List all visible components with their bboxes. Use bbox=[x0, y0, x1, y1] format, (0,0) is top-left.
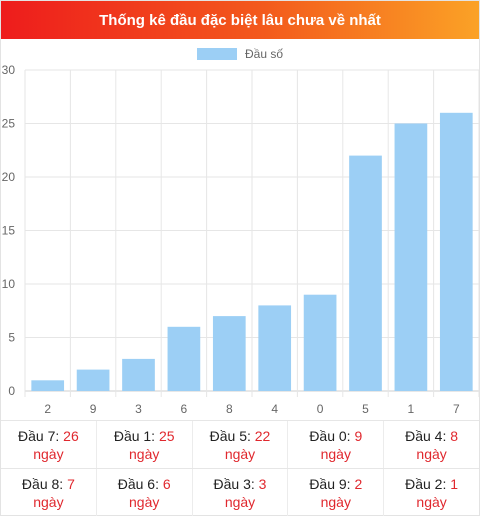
x-tick-label: 6 bbox=[181, 402, 188, 416]
legend-swatch bbox=[196, 48, 237, 60]
x-tick-label: 1 bbox=[408, 402, 415, 416]
stat-unit: ngày bbox=[416, 494, 447, 510]
stat-cell: Đầu 2: 1 ngày bbox=[384, 469, 479, 516]
stat-unit: ngày bbox=[320, 446, 351, 462]
y-tick-label: 30 bbox=[2, 63, 16, 77]
stat-value: 25 bbox=[158, 428, 175, 444]
stat-label: Đầu 4: bbox=[405, 428, 451, 444]
stat-cell: Đầu 4: 8 ngày bbox=[384, 421, 479, 468]
stat-value: 7 bbox=[67, 476, 75, 492]
stat-value: 2 bbox=[354, 476, 363, 492]
stat-unit: ngày bbox=[129, 446, 160, 462]
bar-dau-4 bbox=[258, 305, 292, 391]
stat-label: Đầu 9: bbox=[309, 476, 355, 492]
y-tick-label: 5 bbox=[8, 331, 15, 345]
stat-label: Đầu 5: bbox=[209, 428, 255, 444]
x-tick-label: 3 bbox=[135, 402, 142, 416]
y-tick-label: 10 bbox=[2, 277, 16, 291]
stat-unit: ngày bbox=[33, 494, 64, 510]
stat-cell: Đầu 9: 2 ngày bbox=[288, 469, 385, 516]
stat-unit: ngày bbox=[224, 446, 256, 462]
stat-cell: Đầu 7: 26 ngày bbox=[1, 421, 97, 468]
x-tick-label: 8 bbox=[226, 402, 233, 416]
stat-value: 8 bbox=[450, 428, 459, 444]
chart-legend[interactable]: Đầu số bbox=[1, 45, 479, 63]
y-tick-label: 15 bbox=[2, 224, 16, 238]
legend-label: Đầu số bbox=[244, 47, 284, 61]
page-title: Thống kê đầu đặc biệt lâu chưa về nhất bbox=[1, 1, 479, 39]
bar-dau-5 bbox=[349, 155, 382, 391]
stat-value: 3 bbox=[258, 476, 267, 492]
stat-label: Đầu 1: bbox=[113, 428, 159, 444]
stats-table: Đầu 7: 26 ngày Đầu 1: 25 ngày Đầu 5: 22 ngày Đ… bbox=[1, 420, 479, 517]
y-tick-label: 20 bbox=[2, 170, 16, 184]
x-tick-label: 0 bbox=[317, 402, 324, 416]
x-tick-label: 5 bbox=[362, 402, 369, 416]
stat-cell: Đầu 3: 3 ngày bbox=[193, 469, 289, 516]
bar-dau-1 bbox=[394, 123, 428, 391]
bar-dau-3 bbox=[122, 358, 155, 391]
stat-value: 9 bbox=[354, 428, 363, 444]
bar-dau-9 bbox=[76, 369, 110, 391]
bar-dau-6 bbox=[167, 326, 201, 391]
bar-dau-8 bbox=[212, 316, 246, 391]
stats-row: Đầu 7: 26 ngày Đầu 1: 25 ngày Đầu 5: 22 ngày Đ… bbox=[1, 421, 479, 469]
stat-value: 26 bbox=[63, 428, 79, 444]
x-tick-label: 9 bbox=[90, 402, 97, 416]
stat-label: Đầu 3: bbox=[213, 476, 259, 492]
stat-unit: ngày bbox=[129, 494, 160, 510]
stat-value: 22 bbox=[254, 428, 271, 444]
stat-cell: Đầu 0: 9 ngày bbox=[288, 421, 385, 468]
stat-label: Đầu 7: bbox=[18, 428, 64, 444]
stat-value: 6 bbox=[162, 476, 171, 492]
stat-cell: Đầu 5: 22 ngày bbox=[193, 421, 289, 468]
bar-dau-2 bbox=[31, 380, 65, 391]
stat-unit: ngày bbox=[320, 494, 351, 510]
stats-row: Đầu 8: 7 ngày Đầu 6: 6 ngày Đầu 3: 3 ngày Đầu … bbox=[1, 469, 479, 516]
bar-dau-7 bbox=[439, 112, 473, 392]
stat-unit: ngày bbox=[224, 494, 256, 510]
stat-label: Đầu 2: bbox=[405, 476, 451, 492]
stat-value: 1 bbox=[450, 476, 459, 492]
bar-dau-0 bbox=[303, 294, 337, 391]
stat-cell: Đầu 6: 6 ngày bbox=[97, 469, 193, 516]
y-tick-label: 0 bbox=[8, 384, 15, 398]
x-tick-label: 2 bbox=[44, 402, 51, 416]
stat-unit: ngày bbox=[33, 446, 64, 462]
stat-cell: Đầu 1: 25 ngày bbox=[97, 421, 193, 468]
stat-cell: Đầu 8: 7 ngày bbox=[1, 469, 97, 516]
stat-label: Đầu 0: bbox=[309, 428, 355, 444]
stat-label: Đầu 8: bbox=[21, 476, 68, 492]
x-tick-label: 7 bbox=[453, 402, 460, 416]
stat-unit: ngày bbox=[416, 446, 447, 462]
stat-label: Đầu 6: bbox=[117, 476, 163, 492]
x-tick-label: 4 bbox=[271, 402, 278, 416]
bar-chart: 0 5 10 15 20 25 30 2 9 3 6 8 4 0 5 1 7 bbox=[2, 63, 479, 416]
y-tick-label: 25 bbox=[2, 117, 16, 131]
